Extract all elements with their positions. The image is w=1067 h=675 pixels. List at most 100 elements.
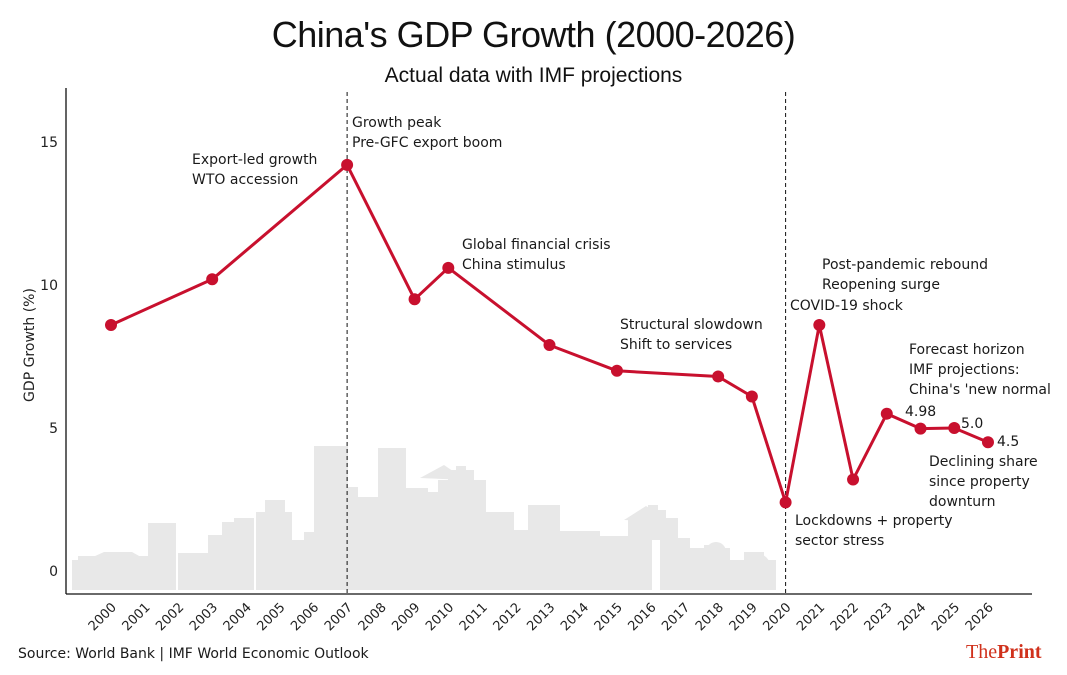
- skyline-building: [292, 540, 306, 590]
- logo-the: The: [966, 641, 998, 663]
- logo-print: Print: [997, 641, 1042, 663]
- skyline-building: [314, 446, 348, 590]
- data-point-2025[interactable]: [948, 422, 961, 434]
- value-label-2026: 4.5: [997, 434, 1019, 450]
- skyline-building: [348, 487, 358, 590]
- data-point-2009[interactable]: [408, 293, 421, 306]
- skyline-building: [378, 448, 406, 590]
- data-point-2024[interactable]: [914, 422, 927, 435]
- theprint-logo: ThePrint: [966, 641, 1042, 664]
- skyline-building: [256, 512, 292, 590]
- annotation-line: China stimulus: [462, 257, 566, 273]
- data-point-2003[interactable]: [206, 273, 219, 286]
- tree: [706, 542, 726, 562]
- annotation-line: Global financial crisis: [462, 237, 611, 253]
- skyline-building: [78, 556, 148, 590]
- y-tick-label: 10: [40, 278, 58, 294]
- annotation-2015: Structural slowdown Shift to services: [620, 317, 763, 353]
- annotation-line: Shift to services: [620, 337, 732, 353]
- data-point-2000[interactable]: [105, 319, 117, 332]
- x-tick-label: 2019: [727, 600, 761, 634]
- data-point-2015[interactable]: [610, 364, 623, 377]
- series-gdp-growth: [105, 158, 994, 509]
- chart-subtitle: Actual data with IMF projections: [384, 64, 683, 87]
- skyline-building: [265, 500, 285, 512]
- annotation-2020-low: Lockdowns + property sector stress: [795, 513, 953, 549]
- value-label-2025: 5.0: [961, 416, 983, 432]
- annotation-line: Structural slowdown: [620, 317, 763, 333]
- annotation-2010: Global financial crisis China stimulus: [462, 237, 611, 273]
- y-tick-label: 5: [49, 421, 58, 437]
- annotations: Export-led growth WTO accession Growth pea…: [192, 115, 1051, 549]
- x-tick-label: 2022: [828, 600, 862, 634]
- source-note: Source: World Bank | IMF World Economic …: [18, 646, 369, 662]
- x-tick-label: 2000: [86, 600, 120, 634]
- skyline-building: [648, 505, 658, 511]
- y-axis-label: GDP Growth (%): [22, 288, 38, 402]
- data-point-2010[interactable]: [442, 261, 455, 274]
- annotation-line: IMF projections:: [909, 362, 1020, 378]
- skyline-building: [456, 466, 466, 474]
- data-point-2007[interactable]: [341, 158, 354, 171]
- data-point-2022[interactable]: [847, 473, 860, 486]
- x-tick-label: 2008: [356, 600, 390, 634]
- x-tick-label: 2003: [187, 600, 221, 634]
- x-tick-label: 2026: [963, 600, 997, 634]
- annotation-line: sector stress: [795, 533, 884, 549]
- annotation-line: Lockdowns + property: [795, 513, 953, 529]
- pavilion-roof: [624, 506, 672, 522]
- data-point-2013[interactable]: [543, 339, 556, 352]
- annotation-line: downturn: [929, 494, 996, 510]
- y-tick-label: 0: [49, 564, 58, 580]
- skyline-building: [304, 532, 314, 590]
- data-point-2021[interactable]: [813, 319, 826, 332]
- data-point-2020[interactable]: [779, 496, 792, 509]
- x-tick-label: 2021: [794, 600, 828, 634]
- annotation-line: since property: [929, 474, 1030, 490]
- x-tick-label: 2025: [929, 600, 963, 634]
- temple-roof: [84, 552, 148, 561]
- annotation-line: Pre-GFC export boom: [352, 135, 502, 151]
- y-axis-ticks: 0 5 10 15: [40, 135, 58, 580]
- annotation-line: Reopening surge: [822, 277, 940, 293]
- annotation-line: Growth peak: [352, 115, 442, 131]
- skyline-building: [500, 530, 530, 590]
- skyline-building: [560, 531, 600, 590]
- annotation-2007: Growth peak Pre-GFC export boom: [352, 115, 502, 151]
- x-tick-label: 2001: [120, 600, 154, 634]
- x-tick-label: 2018: [693, 600, 727, 634]
- skyline-building: [148, 523, 176, 590]
- data-point-2023[interactable]: [880, 407, 893, 420]
- series-line: [110, 163, 989, 504]
- x-tick-label: 2014: [558, 600, 592, 634]
- skyline-building: [622, 536, 652, 590]
- pagoda-roof: [420, 465, 466, 480]
- tree: [746, 554, 770, 578]
- annotation-line: WTO accession: [192, 172, 298, 188]
- x-tick-label: 2012: [491, 600, 525, 634]
- x-tick-label: 2011: [457, 600, 491, 634]
- data-point-2019[interactable]: [745, 390, 758, 403]
- skyline-building: [598, 536, 622, 590]
- skyline-building: [660, 538, 690, 590]
- x-tick-label: 2023: [862, 600, 896, 634]
- x-tick-label: 2013: [524, 600, 558, 634]
- annotation-line: Forecast horizon: [909, 342, 1025, 358]
- axes: [65, 88, 1032, 595]
- data-point-2018[interactable]: [712, 370, 725, 383]
- x-tick-label: 2024: [895, 600, 929, 634]
- skyline-building: [528, 505, 560, 590]
- x-tick-label: 2016: [626, 600, 660, 634]
- annotation-2021: Post-pandemic rebound Reopening surge: [822, 257, 988, 293]
- x-tick-label: 2005: [254, 600, 288, 634]
- x-tick-label: 2015: [592, 600, 626, 634]
- skyline-building: [222, 522, 254, 590]
- annotation-2003: Export-led growth WTO accession: [192, 152, 317, 188]
- y-tick-label: 15: [40, 135, 58, 151]
- annotation-line: Post-pandemic rebound: [822, 257, 988, 273]
- data-point-2026[interactable]: [981, 436, 994, 449]
- skyline-silhouette-background: [72, 446, 776, 590]
- x-tick-label: 2006: [288, 600, 322, 634]
- annotation-line: Declining share: [929, 454, 1038, 470]
